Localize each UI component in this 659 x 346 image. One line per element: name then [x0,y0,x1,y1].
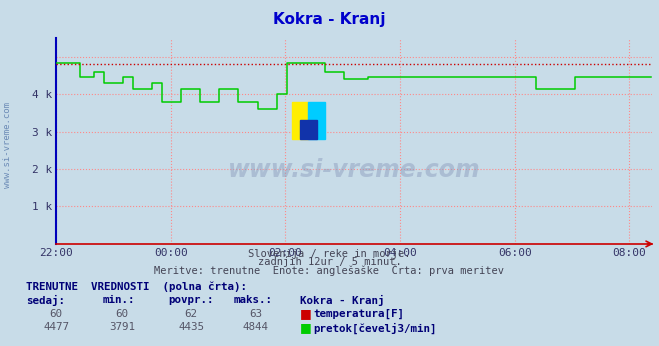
Text: povpr.:: povpr.: [168,295,214,305]
FancyBboxPatch shape [291,102,308,139]
Text: 4435: 4435 [178,322,204,333]
Text: 60: 60 [49,309,63,319]
Text: 4477: 4477 [43,322,69,333]
Text: 3791: 3791 [109,322,135,333]
Text: temperatura[F]: temperatura[F] [313,309,404,319]
Text: pretok[čevelj3/min]: pretok[čevelj3/min] [313,322,436,334]
Text: www.si-vreme.com: www.si-vreme.com [3,102,13,188]
Text: 60: 60 [115,309,129,319]
Text: maks.:: maks.: [234,295,273,305]
Text: ■: ■ [300,307,312,320]
Text: www.si-vreme.com: www.si-vreme.com [228,158,480,182]
Text: Kokra - Kranj: Kokra - Kranj [300,295,384,306]
Text: 62: 62 [185,309,198,319]
FancyBboxPatch shape [308,102,325,139]
Text: sedaj:: sedaj: [26,295,65,306]
Text: min.:: min.: [102,295,134,305]
Text: 4844: 4844 [243,322,269,333]
Text: 63: 63 [249,309,262,319]
Text: Slovenija / reke in morje.: Slovenija / reke in morje. [248,249,411,259]
FancyBboxPatch shape [300,120,316,139]
Text: TRENUTNE  VREDNOSTI  (polna črta):: TRENUTNE VREDNOSTI (polna črta): [26,282,247,292]
Text: Meritve: trenutne  Enote: anglešaške  Črta: prva meritev: Meritve: trenutne Enote: anglešaške Črta… [154,264,505,276]
Text: Kokra - Kranj: Kokra - Kranj [273,12,386,27]
Text: zadnjih 12ur / 5 minut.: zadnjih 12ur / 5 minut. [258,257,401,267]
Text: ■: ■ [300,321,312,334]
